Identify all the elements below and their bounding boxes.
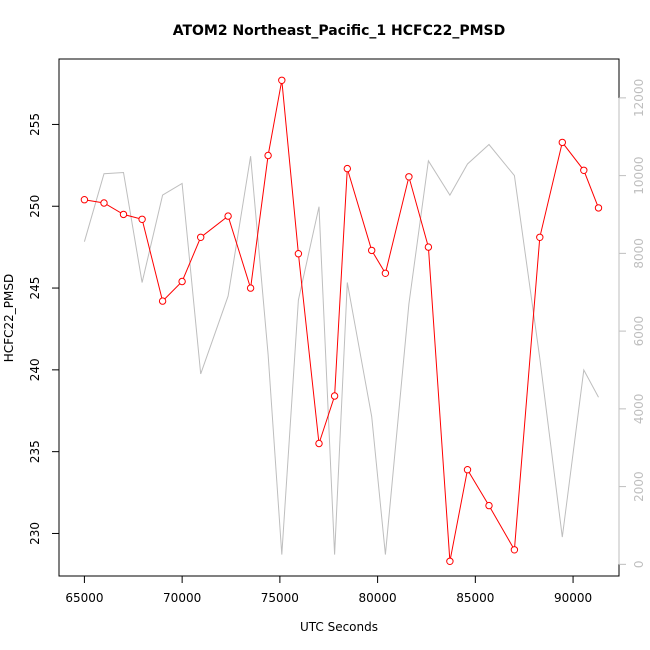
x-tick-label: 75000: [261, 591, 299, 605]
data-point: [224, 212, 232, 220]
data-point: [100, 199, 108, 207]
y-tick-label: 250: [28, 195, 42, 218]
y-axis-label: HCFC22_PMSD: [2, 274, 16, 362]
x-tick-label: 85000: [456, 591, 494, 605]
data-point: [178, 277, 186, 286]
data-point: [536, 233, 544, 242]
data-point: [368, 246, 376, 255]
y2-tick-label: 6000: [632, 316, 646, 347]
y2-tick-label: 8000: [632, 238, 646, 269]
data-point: [485, 501, 493, 510]
data-point: [294, 250, 303, 258]
secondary-series-line: [83, 143, 599, 555]
data-point: [315, 439, 323, 448]
left-y-axis: 230 235 240 245 250 255: [28, 113, 60, 545]
data-point: [424, 243, 433, 251]
y2-tick-label: 4000: [632, 394, 646, 425]
data-point: [264, 151, 272, 160]
data-point: [138, 215, 146, 224]
data-point: [405, 173, 413, 181]
x-tick-label: 65000: [65, 591, 103, 605]
y-tick-label: 235: [28, 440, 42, 463]
data-point: [80, 196, 89, 204]
data-point: [246, 284, 255, 292]
x-axis: 65000 70000 75000 80000 85000 90000: [65, 575, 592, 605]
data-point: [594, 204, 603, 212]
series-layer: [80, 76, 603, 565]
y-tick-label: 245: [28, 277, 42, 300]
y2-tick-label: 10000: [632, 157, 646, 195]
y2-tick-label: 0: [632, 561, 646, 569]
x-tick-label: 70000: [163, 591, 201, 605]
data-point: [446, 557, 454, 565]
x-tick-label: 80000: [359, 591, 397, 605]
chart-title: ATOM2 Northeast_Pacific_1 HCFC22_PMSD: [173, 23, 506, 39]
x-tick-label: 90000: [554, 591, 592, 605]
data-point: [330, 392, 339, 400]
data-point: [119, 210, 128, 219]
data-point: [558, 138, 566, 147]
y2-tick-label: 2000: [632, 471, 646, 502]
data-point: [580, 166, 588, 175]
data-point: [158, 297, 167, 305]
y2-tick-label: 12000: [632, 79, 646, 117]
x-axis-label: UTC Seconds: [300, 620, 378, 634]
y-tick-label: 230: [28, 522, 42, 545]
data-point: [381, 269, 390, 277]
data-point: [510, 546, 519, 554]
y-tick-label: 240: [28, 358, 42, 381]
data-point: [197, 233, 205, 242]
right-y-axis: 0 2000 4000 6000 8000 10000 12000: [618, 79, 646, 569]
data-point: [463, 466, 472, 474]
data-point: [343, 164, 351, 173]
y-tick-label: 255: [28, 113, 42, 136]
data-point: [278, 76, 286, 85]
